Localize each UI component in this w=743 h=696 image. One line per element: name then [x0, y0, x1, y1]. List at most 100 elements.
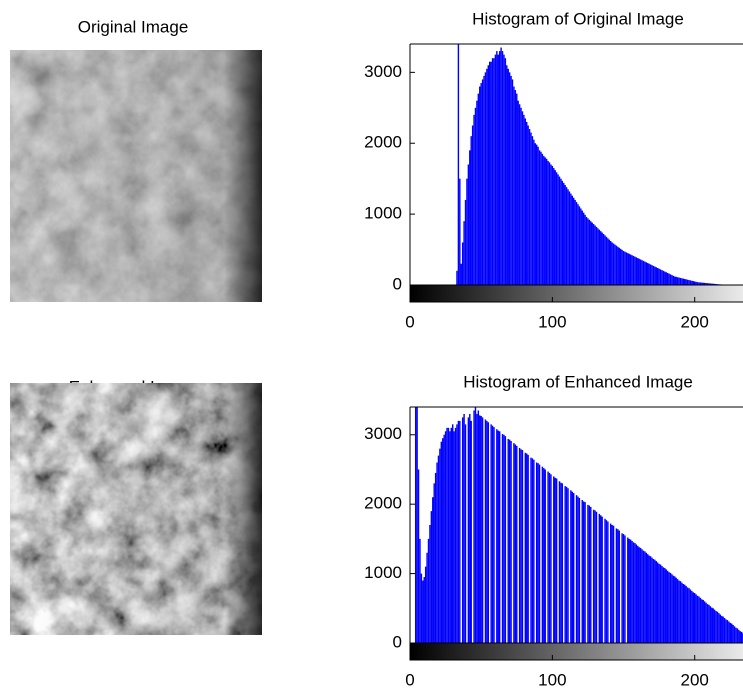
bar: [637, 546, 638, 643]
bar: [433, 483, 434, 643]
bar: [624, 535, 625, 643]
bar: [462, 417, 463, 643]
bar: [486, 421, 487, 643]
bar: [592, 223, 593, 285]
bar: [519, 104, 520, 285]
bar: [431, 511, 432, 643]
bar: [683, 279, 684, 285]
bar: [536, 145, 537, 285]
bar: [673, 276, 674, 285]
bar: [654, 560, 655, 643]
bar: [644, 551, 645, 643]
bar: [522, 111, 523, 285]
chart-title: Histogram of Enhanced Image: [463, 372, 693, 391]
bar: [607, 522, 608, 643]
bar: [710, 606, 711, 643]
bar: [594, 510, 595, 643]
bar: [611, 242, 612, 285]
bar: [629, 254, 630, 285]
bar: [687, 587, 688, 643]
bar: [530, 133, 531, 285]
bar: [503, 55, 504, 285]
bar: [576, 495, 577, 643]
bar: [707, 604, 708, 643]
image-shade: [10, 50, 262, 302]
bar: [668, 572, 669, 643]
colorbar: [410, 643, 743, 660]
bar: [458, 421, 459, 643]
bar: [590, 221, 591, 285]
bar: [516, 446, 517, 643]
bar: [476, 414, 477, 643]
bar: [436, 463, 437, 643]
bar: [727, 620, 728, 643]
bar: [500, 48, 501, 285]
bar: [473, 115, 474, 285]
bar: [505, 436, 506, 643]
bar: [604, 519, 605, 643]
bar: [646, 553, 647, 643]
bar: [609, 240, 610, 285]
bar: [426, 553, 427, 643]
bar: [510, 76, 511, 285]
bar: [589, 220, 590, 285]
bar: [458, 44, 459, 285]
bar: [490, 424, 491, 643]
bar: [577, 204, 578, 285]
bar: [554, 478, 555, 643]
bar: [549, 162, 550, 285]
bar: [671, 275, 672, 285]
bar: [539, 150, 540, 285]
bar: [537, 463, 538, 643]
bar: [451, 428, 452, 643]
bar: [654, 267, 655, 285]
bar: [445, 431, 446, 643]
bar: [668, 274, 669, 285]
bar: [535, 143, 536, 285]
y-tick-label: 1000: [364, 563, 402, 582]
bar: [606, 237, 607, 285]
bar: [599, 230, 600, 285]
bar: [718, 613, 719, 643]
bar: [485, 419, 486, 643]
bar: [675, 277, 676, 285]
bar: [671, 574, 672, 643]
bar: [610, 241, 611, 285]
bar: [616, 246, 617, 285]
bar: [506, 65, 507, 285]
bar: [512, 79, 513, 285]
bar: [499, 51, 500, 285]
bar: [542, 467, 543, 643]
bar: [633, 256, 634, 285]
bar: [582, 500, 583, 643]
bar: [584, 215, 585, 285]
bar: [471, 421, 472, 643]
figure: Original Image Enhanced Image Histogram …: [0, 0, 743, 696]
bar: [740, 631, 741, 643]
bar: [634, 543, 635, 643]
bar: [694, 281, 695, 285]
y-tick-label: 3000: [364, 424, 402, 443]
bar: [600, 231, 601, 285]
bar: [435, 473, 436, 643]
bar: [526, 454, 527, 643]
bar: [666, 272, 667, 285]
bar: [700, 598, 701, 643]
bar: [536, 463, 537, 643]
bar: [530, 458, 531, 643]
bar: [557, 174, 558, 285]
bar: [520, 449, 521, 643]
bar: [643, 551, 644, 643]
bar: [690, 280, 691, 285]
bar: [523, 115, 524, 285]
bar: [721, 616, 722, 643]
bar: [741, 632, 742, 643]
bar: [606, 520, 607, 643]
bar: [640, 259, 641, 285]
bar: [532, 136, 533, 285]
bar: [678, 278, 679, 285]
bar: [508, 69, 509, 285]
x-tick-label: 0: [405, 312, 414, 331]
bar: [572, 492, 573, 643]
bar: [653, 559, 654, 643]
